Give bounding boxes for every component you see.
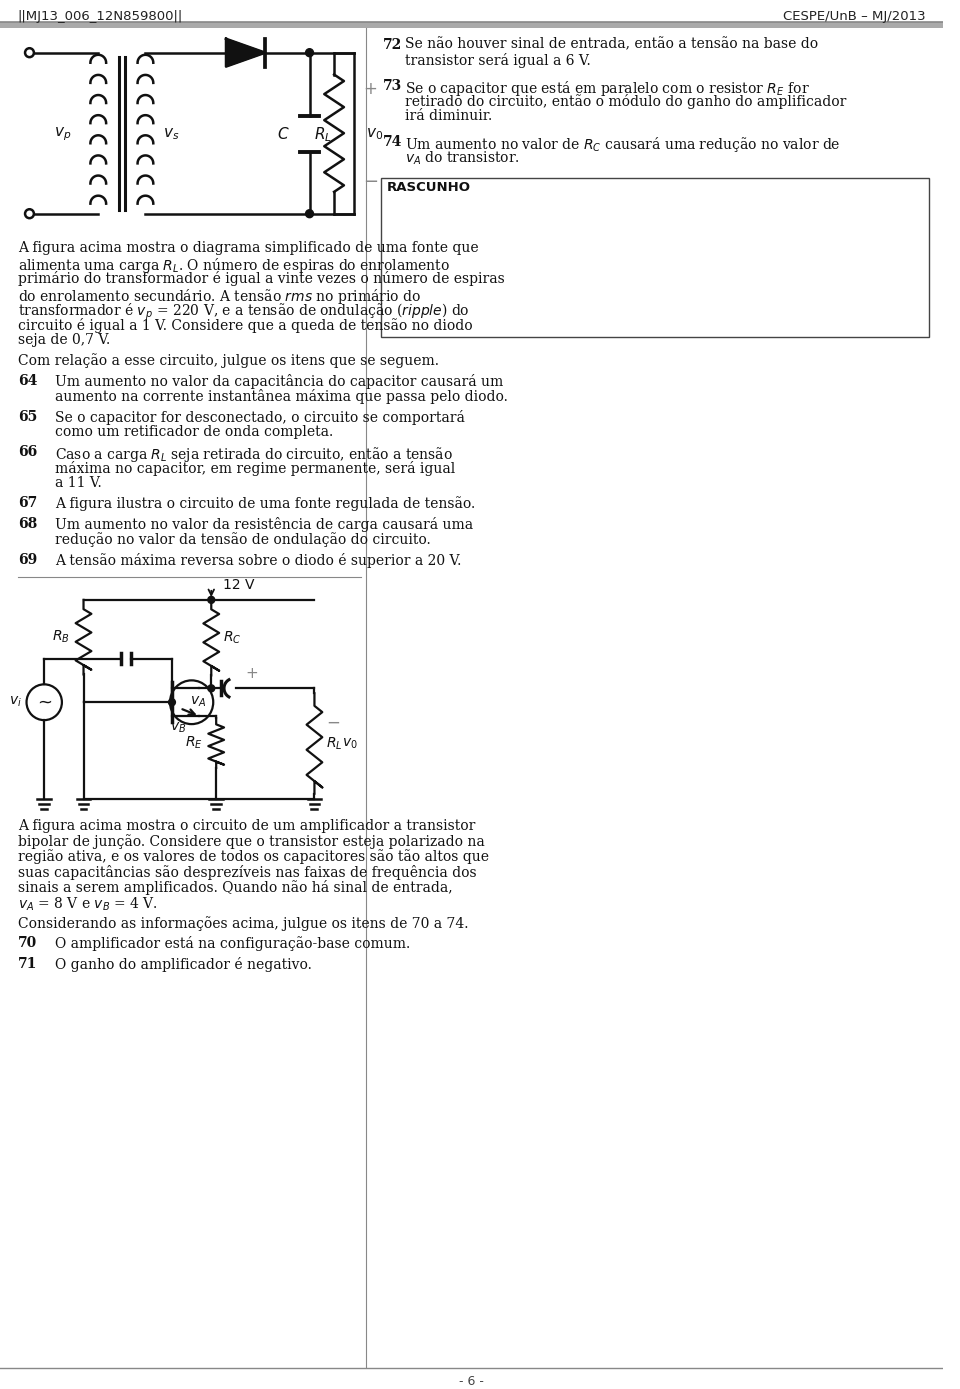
Text: aumento na corrente instantânea máxima que passa pelo diodo.: aumento na corrente instantânea máxima q… <box>55 389 508 404</box>
Text: 73: 73 <box>383 79 402 93</box>
Text: A tensão máxima reversa sobre o diodo é superior a 20 V.: A tensão máxima reversa sobre o diodo é … <box>55 553 462 568</box>
Text: $v_B$: $v_B$ <box>170 721 186 735</box>
Text: $R_C$: $R_C$ <box>223 629 242 646</box>
Text: sinais a serem amplificados. Quando não há sinal de entrada,: sinais a serem amplificados. Quando não … <box>17 881 452 895</box>
Text: Se o capacitor que está em paralelo com o resistor $R_E$ for: Se o capacitor que está em paralelo com … <box>405 79 809 97</box>
Text: máxima no capacitor, em regime permanente, será igual: máxima no capacitor, em regime permanent… <box>55 461 455 475</box>
Text: Se o capacitor for desconectado, o circuito se comportará: Se o capacitor for desconectado, o circu… <box>55 410 465 425</box>
Text: CESPE/UnB – MJ/2013: CESPE/UnB – MJ/2013 <box>783 10 925 24</box>
Text: $v_0$: $v_0$ <box>366 126 383 142</box>
Text: retirado do circuito, então o módulo do ganho do amplificador: retirado do circuito, então o módulo do … <box>405 94 846 108</box>
Circle shape <box>305 49 314 57</box>
Text: suas capacitâncias são desprezíveis nas faixas de frequência dos: suas capacitâncias são desprezíveis nas … <box>17 865 476 879</box>
Text: Com relação a esse circuito, julgue os itens que se seguem.: Com relação a esse circuito, julgue os i… <box>17 353 439 368</box>
Text: Um aumento no valor da capacitância do capacitor causará um: Um aumento no valor da capacitância do c… <box>55 374 503 389</box>
Polygon shape <box>226 39 265 67</box>
Text: redução no valor da tensão de ondulação do circuito.: redução no valor da tensão de ondulação … <box>55 532 431 547</box>
Circle shape <box>305 210 314 218</box>
Text: +: + <box>364 81 377 99</box>
Text: A figura acima mostra o circuito de um amplificador a transistor: A figura acima mostra o circuito de um a… <box>17 818 475 832</box>
Text: 68: 68 <box>17 517 36 531</box>
Text: como um retificador de onda completa.: como um retificador de onda completa. <box>55 425 333 439</box>
Text: irá diminuir.: irá diminuir. <box>405 110 492 124</box>
Text: $R_L$: $R_L$ <box>326 735 343 751</box>
Text: 67: 67 <box>17 496 36 511</box>
Text: transformador é $v_p$ = 220 V, e a tensão de ondulação ($\mathit{ripple}$) do: transformador é $v_p$ = 220 V, e a tensã… <box>17 303 469 322</box>
Text: primário do transformador é igual a vinte vezes o número de espiras: primário do transformador é igual a vint… <box>17 271 504 286</box>
Text: O amplificador está na configuração-base comum.: O amplificador está na configuração-base… <box>55 936 410 951</box>
Text: ||MJ13_006_12N859800||: ||MJ13_006_12N859800|| <box>17 10 183 24</box>
Text: $v_p$: $v_p$ <box>55 125 72 143</box>
Text: 66: 66 <box>17 446 36 460</box>
Text: Considerando as informações acima, julgue os itens de 70 a 74.: Considerando as informações acima, julgu… <box>17 915 468 931</box>
Text: $v_s$: $v_s$ <box>163 126 180 142</box>
Text: seja de 0,7 V.: seja de 0,7 V. <box>17 333 110 347</box>
Text: O ganho do amplificador é negativo.: O ganho do amplificador é negativo. <box>55 957 312 972</box>
Text: $C$: $C$ <box>276 126 289 142</box>
Text: circuito é igual a 1 V. Considere que a queda de tensão no diodo: circuito é igual a 1 V. Considere que a … <box>17 318 472 332</box>
Text: −: − <box>364 172 378 190</box>
Text: região ativa, e os valores de todos os capacitores são tão altos que: região ativa, e os valores de todos os c… <box>17 849 489 864</box>
Text: ~: ~ <box>36 693 52 711</box>
Text: $v_i$: $v_i$ <box>9 694 22 710</box>
Text: do enrolamento secundário. A tensão $\mathit{rms}$ no primário do: do enrolamento secundário. A tensão $\ma… <box>17 286 420 306</box>
Text: 65: 65 <box>17 410 36 424</box>
Bar <box>381 178 928 338</box>
Circle shape <box>169 699 176 706</box>
Circle shape <box>207 685 215 692</box>
Text: 71: 71 <box>17 957 37 971</box>
Text: bipolar de junção. Considere que o transistor esteja polarizado na: bipolar de junção. Considere que o trans… <box>17 833 485 849</box>
Text: $R_L$: $R_L$ <box>315 125 332 143</box>
Text: 64: 64 <box>17 374 37 388</box>
Text: Se não houver sinal de entrada, então a tensão na base do: Se não houver sinal de entrada, então a … <box>405 38 818 51</box>
Text: $v_0$: $v_0$ <box>342 736 358 750</box>
Text: 72: 72 <box>383 38 402 51</box>
Text: 69: 69 <box>17 553 36 567</box>
Text: A figura ilustra o circuito de uma fonte regulada de tensão.: A figura ilustra o circuito de uma fonte… <box>55 496 475 511</box>
Text: alimenta uma carga $R_L$. O número de espiras do enrolamento: alimenta uma carga $R_L$. O número de es… <box>17 256 450 275</box>
Circle shape <box>207 596 215 603</box>
Text: +: + <box>246 665 258 681</box>
Text: RASCUNHO: RASCUNHO <box>387 182 471 194</box>
Text: A figura acima mostra o diagrama simplificado de uma fonte que: A figura acima mostra o diagrama simplif… <box>17 240 478 254</box>
Text: $v_A$ = 8 V e $v_B$ = 4 V.: $v_A$ = 8 V e $v_B$ = 4 V. <box>17 896 157 913</box>
Text: Um aumento no valor da resistência de carga causará uma: Um aumento no valor da resistência de ca… <box>55 517 473 532</box>
Text: $v_A$ do transistor.: $v_A$ do transistor. <box>405 150 519 168</box>
Text: a 11 V.: a 11 V. <box>55 476 102 490</box>
Text: $v_A$: $v_A$ <box>190 694 206 708</box>
Text: transistor será igual a 6 V.: transistor será igual a 6 V. <box>405 53 590 68</box>
Text: 12 V: 12 V <box>223 578 254 592</box>
Text: 74: 74 <box>383 135 402 149</box>
Text: Caso a carga $R_L$ seja retirada do circuito, então a tensão: Caso a carga $R_L$ seja retirada do circ… <box>55 446 453 464</box>
Text: - 6 -: - 6 - <box>459 1375 484 1388</box>
Text: $R_E$: $R_E$ <box>184 735 203 751</box>
Bar <box>0 22 944 28</box>
Text: 70: 70 <box>17 936 36 950</box>
Text: Um aumento no valor de $R_C$ causará uma redução no valor de: Um aumento no valor de $R_C$ causará uma… <box>405 135 840 154</box>
Text: −: − <box>326 714 340 732</box>
Text: $R_B$: $R_B$ <box>52 629 70 646</box>
